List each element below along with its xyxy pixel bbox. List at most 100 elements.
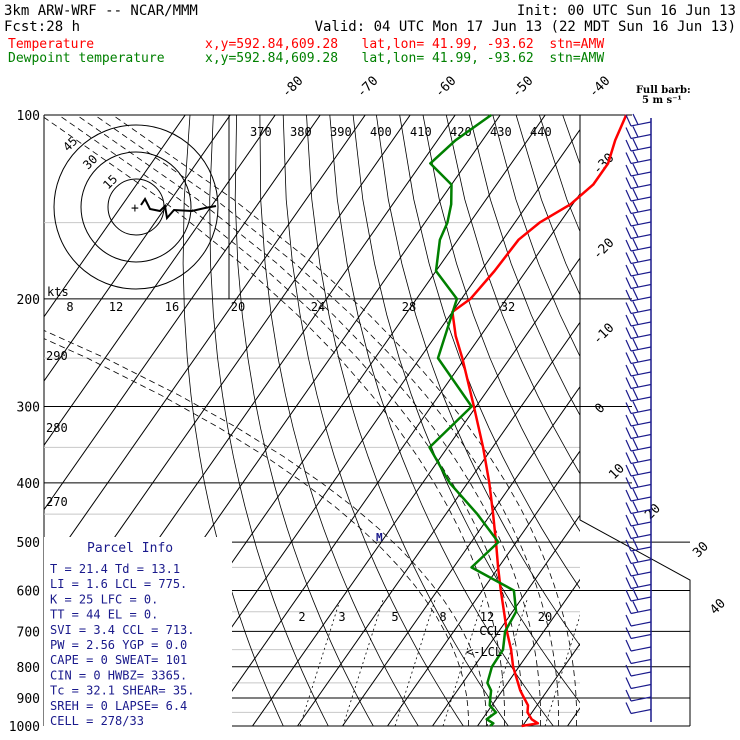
hodograph-trace [140,197,217,221]
dry-adiabat [209,115,329,726]
pressure-label-300: 300 [17,401,40,416]
mixing-ratio-line [544,614,580,726]
pressure-label-700: 700 [17,625,40,640]
isotherm [567,707,580,726]
isotherm [207,192,580,726]
wind-barb [625,338,652,352]
isotherm-label: -50 [509,74,536,101]
wind-barb [625,702,652,715]
wind-barb [625,326,652,340]
dewpoint-line [428,113,518,727]
theta-label: 270 [46,495,68,509]
parcel-info-row: CAPE = 0 SWEAT= 101 [50,653,187,667]
wind-barb [625,188,652,202]
legend-dewpoint: Dewpoint temperature [8,51,165,66]
wind-barb [625,451,652,465]
wind-barb [625,538,652,552]
theta-label: 430 [490,125,512,139]
isotherm-label: 10 [606,461,628,483]
theta-label: 410 [410,125,432,139]
wind-barb [625,576,652,590]
moist-adiabat [44,338,469,726]
wind-barb [625,213,652,227]
dry-adiabat [679,115,740,726]
wind-barb [625,288,652,302]
pressure-label-1000: 1000 [9,720,40,735]
wind-barb [625,201,652,215]
wind-barb [625,652,652,665]
isotherm [342,385,580,726]
mixing-ratio-label: 32 [501,300,515,314]
isotherm-label: 0 [592,401,608,417]
dry-adiabat [306,115,509,726]
hodograph-center: + [131,201,139,216]
hodograph-ring-label: 45 [60,134,80,154]
wind-barb [625,563,652,577]
isotherm [387,450,580,726]
moist-adiabat [44,116,506,726]
pressure-label-200: 200 [17,293,40,308]
hodograph-ring [53,124,219,290]
wind-barb [625,526,652,540]
pressure-label-800: 800 [17,661,40,676]
isotherm [44,115,321,511]
mixing-ratio-line [299,599,341,726]
isotherm-label: -10 [590,321,617,348]
hodograph-ring-label: 15 [100,172,120,192]
isotherm-label: -80 [279,74,306,101]
dry-adiabat [259,115,419,726]
moist-adiabat [112,115,578,726]
hodograph-ring [80,151,192,263]
mixing-ratio-label: 20 [231,300,245,314]
wind-barb [625,677,652,690]
isotherm-label: -40 [586,74,613,101]
theta-label: 370 [250,125,272,139]
dry-adiabat [726,115,740,726]
wind-barb [625,138,652,152]
isotherm [477,578,580,726]
moist-adiabat [94,115,560,726]
parcel-info-row: CIN = 0 HWBZ= 3365. [50,668,187,682]
temp-station-info: x,y=592.84,609.28 lat,lon= 41.99, -93.62… [205,37,604,52]
wind-barb [625,401,652,415]
wind-barb [625,113,652,127]
dry-adiabat [445,115,580,475]
mixing-ratio-label: 3 [338,610,345,624]
theta-label: 420 [450,125,472,139]
isotherm [658,115,740,726]
mixing-ratio-line [394,599,436,726]
theta-label: 390 [330,125,352,139]
isotherm [252,257,580,726]
isotherm-label: -20 [590,236,617,263]
wind-barb [625,363,652,377]
dry-adiabat [329,115,554,726]
legend-temperature: Temperature [8,37,94,52]
moist-adiabat [76,115,542,726]
temperature-line [451,114,628,728]
isotherm [162,128,580,726]
wind-barb [625,351,652,365]
parcel-info-panel: Parcel Info T = 21.4 Td = 13.1LI = 1.6 L… [44,537,232,728]
dry-adiabat [492,115,580,358]
wind-barb [625,313,652,327]
wind-barb [625,126,652,140]
mixing-ratio-line [342,599,384,726]
wind-barb [625,376,652,390]
mixing-ratio-label: 5 [391,610,398,624]
parcel-info-row: K = 25 LFC = 0. [50,592,158,606]
wind-barb [625,163,652,177]
mixing-ratio-line [442,599,484,726]
parcel-info-row: LI = 1.6 LCL = 775. [50,577,187,591]
wind-barb [625,301,652,315]
moist-adiabat [44,330,487,726]
dry-adiabat [234,115,374,726]
pressure-label-400: 400 [17,477,40,492]
isotherm-label: 30 [690,539,712,561]
wind-barb [625,413,652,427]
wind-barb [625,501,652,515]
model-title: 3km ARW-WRF -- NCAR/MMM [4,3,198,19]
pressure-label-100: 100 [17,109,40,124]
mixing-ratio-label: 12 [480,610,494,624]
